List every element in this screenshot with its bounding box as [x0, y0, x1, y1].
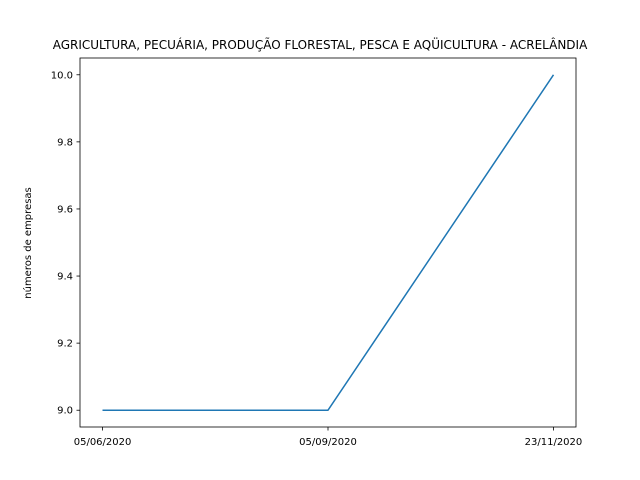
- x-tick-label: 23/11/2020: [525, 437, 583, 448]
- y-tick-label: 9.0: [57, 406, 73, 417]
- y-tick-label: 10.0: [51, 70, 73, 81]
- plot-area: 9.0 9.2 9.4 9.6 9.8 10.0 05/06/2020 05/09/2020 2…: [51, 57, 583, 448]
- y-tick-label: 9.8: [57, 137, 73, 148]
- y-axis-label: números de empresas: [22, 187, 34, 298]
- chart-title: AGRICULTURA, PECUÁRIA, PRODUÇÃO FLORESTA…: [53, 36, 588, 52]
- series-line-0: [102, 74, 555, 411]
- x-tick-label: 05/06/2020: [74, 437, 132, 448]
- y-tick-label: 9.6: [57, 204, 73, 215]
- x-tick-label: 05/09/2020: [299, 437, 357, 448]
- y-tick-label: 9.4: [57, 272, 73, 283]
- y-tick-label: 9.2: [57, 339, 73, 350]
- axes-frame: [79, 57, 577, 428]
